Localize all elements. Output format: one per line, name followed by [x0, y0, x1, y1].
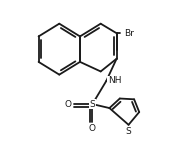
Text: O: O [89, 124, 96, 133]
Text: S: S [126, 127, 131, 136]
Text: O: O [65, 100, 72, 109]
Text: S: S [90, 100, 95, 109]
Text: NH: NH [108, 76, 121, 86]
Text: Br: Br [124, 29, 134, 38]
